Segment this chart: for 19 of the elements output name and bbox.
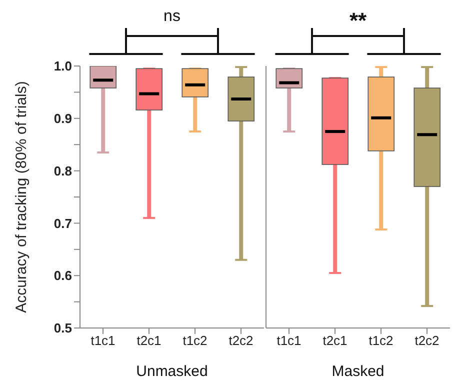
x-tick-label: t2c2 (228, 333, 254, 348)
y-tick-label: 0.7 (54, 216, 72, 231)
y-tick-label: 0.6 (54, 268, 72, 284)
x-axis-title: Unmasked (136, 363, 208, 380)
y-tick-label: 0.5 (54, 320, 72, 336)
x-tick-label: t1c2 (368, 333, 394, 348)
x-tick-label: t2c1 (136, 333, 162, 348)
x-tick-label: t2c2 (414, 333, 440, 348)
x-axis-title: Masked (332, 363, 384, 380)
x-tick-label: t1c1 (90, 333, 116, 348)
text: ns (164, 8, 180, 26)
x-tick-label: t1c1 (276, 333, 302, 348)
x-tick-label: t2c1 (322, 333, 348, 348)
text: ** (349, 8, 367, 34)
y-tick-label: 0.8 (54, 163, 72, 178)
y-tick-label: 1.0 (54, 58, 72, 74)
y-tick-label: 0.9 (54, 111, 72, 126)
y-axis-title: Accuracy of tracking (80% of trials) (13, 81, 30, 313)
x-tick-label: t1c2 (182, 333, 208, 348)
